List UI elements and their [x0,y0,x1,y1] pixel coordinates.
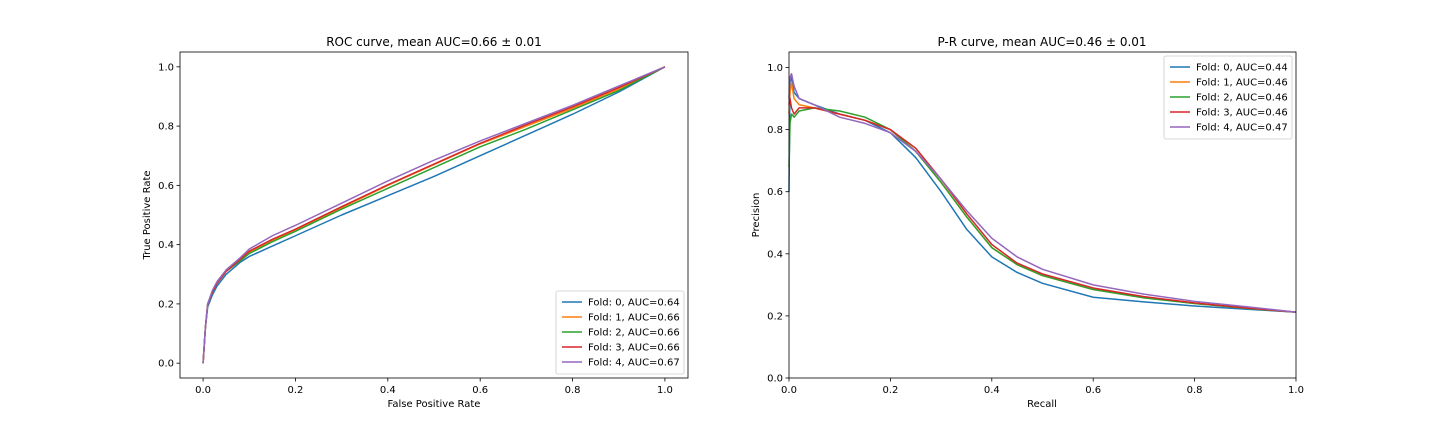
roc-series-line-fold-0 [202,66,666,364]
roc-y-tick-label: 0.0 [158,359,174,370]
roc-legend-box [555,290,685,375]
pr-panel: P-R curve, mean AUC=0.46 ± 0.01 Recall P… [751,35,1304,410]
roc-x-tick-label: 0.8 [565,385,581,396]
pr-legend-label: Fold: 2, AUC=0.46 [1196,93,1288,104]
pr-y-tick-label: 0.2 [767,311,783,322]
roc-y-tick-label: 0.8 [158,122,174,133]
pr-y-tick-label: 0.6 [767,187,783,198]
roc-legend-label: Fold: 4, AUC=0.67 [588,358,680,369]
roc-legend: Fold: 0, AUC=0.64 Fold: 1, AUC=0.66 Fold: … [555,290,685,375]
pr-plot-area: 0.00.0 0.2 0.2 0.4 0.4 0.6 0.6 0.8 0.8 1.0 1.0 [767,51,1304,396]
pr-y-tick-label: 0.0 [767,374,783,385]
roc-legend-label: Fold: 0, AUC=0.64 [588,298,680,309]
roc-x-axis-label: False Positive Rate [388,399,481,410]
roc-x-tick-label: 0.2 [288,385,304,396]
pr-series-line-fold-0 [788,76,1297,313]
roc-y-tick-label: 0.4 [158,240,174,251]
roc-x-tick-label: 1.0 [657,385,673,396]
roc-y-tick-label: 0.2 [158,299,174,310]
pr-legend-label: Fold: 4, AUC=0.47 [1196,123,1288,134]
roc-series-line-fold-4 [202,66,666,364]
pr-x-tick-label: 0.6 [1085,385,1101,396]
pr-legend-label: Fold: 1, AUC=0.46 [1196,78,1288,89]
roc-y-tick-label: 0.6 [158,181,174,192]
pr-legend-box [1163,55,1293,140]
pr-y-tick-label: 0.8 [767,125,783,136]
pr-series-line-fold-4 [788,72,1297,313]
roc-axes-frame [179,51,689,379]
roc-legend-label: Fold: 1, AUC=0.66 [588,313,680,324]
roc-plot-area: 0.0 0.0 0.2 0.2 0.4 0.4 0.6 0.6 0.8 0.8 1.0 1.0 [158,51,689,396]
roc-y-tick-label: 1.0 [158,62,174,73]
pr-title: P-R curve, mean AUC=0.46 ± 0.01 [937,35,1146,49]
roc-title: ROC curve, mean AUC=0.66 ± 0.01 [326,35,542,49]
pr-legend: Fold: 0, AUC=0.44 Fold: 1, AUC=0.46 Fold: … [1163,55,1293,140]
pr-series-line-fold-3 [788,97,1297,313]
pr-legend-label: Fold: 0, AUC=0.44 [1196,63,1288,74]
roc-x-tick-label: 0.6 [472,385,488,396]
pr-x-tick-label: 0.8 [1187,385,1203,396]
pr-x-axis-label: Recall [1027,399,1057,410]
roc-y-axis-label: True Positive Rate [142,170,153,260]
pr-x-tick-label: 0.0 [781,385,797,396]
pr-x-tick-label: 0.2 [882,385,898,396]
roc-x-tick-label: 0.0 [195,385,211,396]
pr-axes-frame [788,51,1297,379]
roc-panel: ROC curve, mean AUC=0.66 ± 0.01 False Po… [142,35,689,410]
pr-y-tick-label: 0.4 [767,249,783,260]
pr-x-tick-label: 1.0 [1288,385,1304,396]
pr-y-axis-label: Precision [751,193,762,238]
pr-y-tick-label: 1.0 [767,63,783,74]
pr-x-tick-label: 0.4 [984,385,1000,396]
pr-legend-label: Fold: 3, AUC=0.46 [1196,108,1288,119]
roc-legend-label: Fold: 3, AUC=0.66 [588,343,680,354]
pr-series-line-fold-2 [788,107,1297,313]
roc-x-tick-label: 0.4 [380,385,396,396]
roc-legend-label: Fold: 2, AUC=0.66 [588,328,680,339]
